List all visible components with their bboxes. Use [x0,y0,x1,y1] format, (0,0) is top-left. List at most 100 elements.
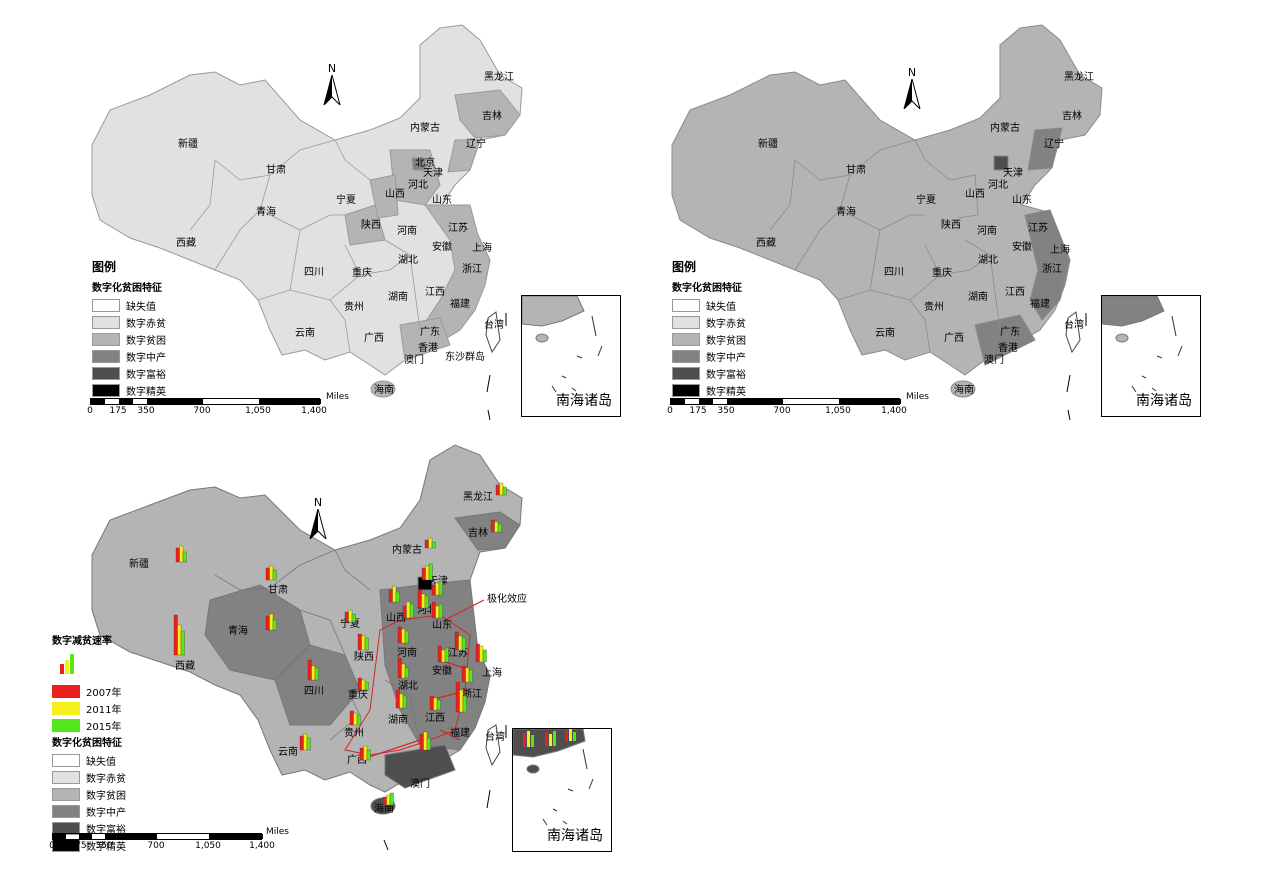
rate-bar [436,699,441,711]
legend-swatch [52,754,80,767]
rate-bar [461,637,466,651]
boundary-dashes [383,725,507,851]
label-anhui: 安徽 [432,240,452,253]
label-jilin: 吉林 [468,526,488,539]
rate-bar [428,537,433,549]
label-jiangxi: 江西 [425,712,445,724]
rate-bar [364,637,369,651]
label-guangxi: 广西 [364,332,384,344]
label-guizhou: 贵州 [924,300,944,313]
label-liaoning: 辽宁 [1044,137,1064,150]
inset-map [521,295,603,393]
label-sichuan: 四川 [884,267,904,278]
label-dongsha: 东沙群岛 [445,350,485,363]
scale-tick: 1,050 [195,841,221,851]
legend-swatch [672,384,700,397]
scale-tick: 175 [689,406,707,416]
north-arrow-icon [903,77,921,111]
legend-swatch [92,384,120,397]
label-guangdong: 广东 [420,325,440,338]
scale-tick: 700 [193,406,211,416]
rate-bar [348,609,353,623]
legend-item: 数字赤贫 [672,314,746,331]
china-map-b: 黑龙江 吉林 辽宁 内蒙古 新疆 甘肃 天津 河北 山西 宁夏 青海 陕西 山东… [671,24,1103,421]
legend-item: 数字富裕 [92,365,166,382]
rate-bar [366,749,371,761]
province-borders [189,139,421,353]
label-shanghai: 上海 [1050,243,1070,256]
rate-bar [404,667,409,679]
label-yunnan: 云南 [875,326,895,339]
legend-label: 数字贫困 [126,336,166,347]
rate-bar [357,633,362,651]
label-xizang: 西藏 [175,660,195,672]
label-qinghai: 青海 [256,205,276,218]
label-hainan: 海南 [374,383,394,396]
label-fujian: 福建 [1030,297,1050,310]
rate-bar [397,626,402,644]
label-zhejiang: 浙江 [462,263,482,275]
label-hongkong: 香港 [418,342,438,354]
label-guangxi: 广西 [944,332,964,344]
label-yunnan: 云南 [278,745,298,758]
label-anhui: 安徽 [1012,240,1032,253]
map-panel-a: 黑龙江 吉林 辽宁 内蒙古 新疆 甘肃 北京 天津 河北 山西 宁夏 青海 陕西… [0,0,640,430]
rate-bar [265,615,270,631]
label-liaoning: 辽宁 [466,137,486,150]
rate-bar [392,585,397,603]
legend-label: 数字中产 [86,808,126,819]
label-jiangsu: 江苏 [1028,221,1048,234]
label-chongqing: 重庆 [348,688,368,701]
legend-swatch [52,685,80,698]
scale-tick: 700 [773,406,791,416]
rate-bar [444,647,449,663]
legend-label: 数字中产 [126,353,166,364]
legend-label: 数字富裕 [86,825,126,836]
legend-item: 数字赤贫 [52,769,126,786]
rate-bar [494,521,499,533]
rate-bar [272,569,277,581]
label-fujian: 福建 [450,297,470,310]
label-heilongjiang: 黑龙江 [484,70,514,83]
province-liaoning [447,139,481,173]
label-sichuan: 四川 [304,267,324,278]
rate-bar [482,649,487,663]
legend-item: 数字贫困 [52,786,126,803]
province-labels: 黑龙江 吉林 辽宁 内蒙古 新疆 甘肃 天津 河北 山西 宁夏 青海 陕西 山东… [756,70,1094,396]
label-hunan: 湖南 [388,290,408,303]
polarization-label: 极化效应 [487,592,527,605]
label-shaanxi: 陕西 [361,218,381,231]
province-coastal-east [1024,209,1071,321]
province-coastal [419,204,491,346]
label-shanghai: 上海 [472,241,492,254]
label-xinjiang: 新疆 [758,137,778,150]
label-guangdong: 广东 [1000,325,1020,338]
legend-label: 数字精英 [86,842,126,853]
label-jilin: 吉林 [482,109,502,122]
label-yunnan: 云南 [295,326,315,339]
province-guangdong [974,314,1036,366]
label-macau: 澳门 [404,353,424,366]
label-taiwan: 台湾 [484,318,504,331]
legend-label: 数字赤贫 [706,319,746,330]
inset-label: 南海诸岛 [547,828,603,844]
scale-bar-track [670,398,901,405]
label-xinjiang: 新疆 [178,137,198,150]
rate-bar [351,613,356,623]
rate-bar [269,565,274,581]
scale-tick: 1,050 [245,406,271,416]
label-shaanxi: 陕西 [941,218,961,231]
south-china-sea-inset-b: 南海诸岛 [1101,295,1201,417]
rate-bar [388,589,393,603]
legend-item: 数字贫困 [672,331,746,348]
legend-a: 图例 数字化贫困特征 缺失值 数字赤贫 数字贫困 数字中产 数字富裕 数字精英 [92,258,166,399]
rate-bar [349,710,354,726]
label-hebei: 河北 [988,179,1008,191]
rate-bar [382,796,387,806]
rate-bar [495,484,500,496]
boundary-dashes [1066,313,1087,421]
province-guangdong [399,317,451,361]
legend-item: 缺失值 [92,297,166,314]
legend-swatch [672,367,700,380]
rate-bar [175,547,180,563]
